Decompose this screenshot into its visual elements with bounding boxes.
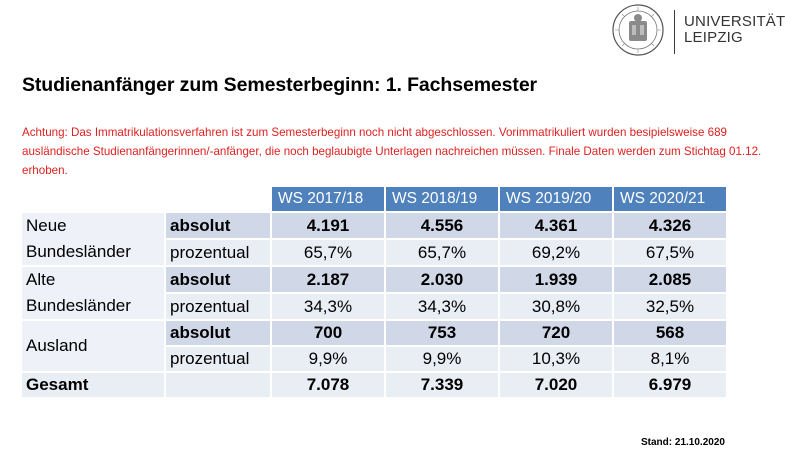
category-neue-bundeslaender: Neue Bundesländer [22, 213, 164, 265]
cell-value: 65,7% [272, 240, 384, 265]
column-header: WS 2017/18 [272, 187, 384, 211]
total-value: 7.020 [500, 373, 612, 397]
total-value: 7.078 [272, 373, 384, 397]
category-alte-bundeslaender: Alte Bundesländer [22, 267, 164, 319]
category-label-line-1: Alte [26, 270, 56, 289]
cell-value: 4.326 [614, 213, 726, 238]
table-row: Ausland absolut 700 753 720 568 [22, 321, 726, 371]
cell-value: 2.085 [614, 267, 726, 292]
category-label-line-2: Bundesländer [26, 242, 131, 261]
cell-value: 4.361 [500, 213, 612, 238]
total-empty-cell [166, 373, 270, 397]
university-logo: UNIVERSITÄT LEIPZIG [612, 4, 785, 58]
row-label-absolut: absolut [166, 267, 270, 292]
cell-value: 67,5% [614, 240, 726, 265]
cell-value: 9,9% [386, 347, 498, 371]
cell-value: 32,5% [614, 294, 726, 319]
category-label-line-1: Neue [26, 216, 67, 235]
category-label-line-2: Bundesländer [26, 296, 131, 315]
cell-value: 753 [386, 321, 498, 345]
cell-value: 65,7% [386, 240, 498, 265]
total-value: 7.339 [386, 373, 498, 397]
table-row: prozentual 65,7% 65,7% 69,2% 67,5% [22, 240, 726, 265]
column-header: WS 2020/21 [614, 187, 726, 211]
table-row: prozentual 34,3% 34,3% 30,8% 32,5% [22, 294, 726, 319]
header-corner [22, 187, 270, 211]
cell-value: 2.187 [272, 267, 384, 292]
cell-value: 2.030 [386, 267, 498, 292]
cell-value: 34,3% [386, 294, 498, 319]
category-label-line-1: Ausland [26, 336, 88, 355]
cell-value: 4.556 [386, 213, 498, 238]
logo-line-2: LEIPZIG [684, 29, 743, 46]
cell-value: 720 [500, 321, 612, 345]
university-seal-icon [612, 4, 664, 56]
cell-value: 30,8% [500, 294, 612, 319]
cell-value: 9,9% [272, 347, 384, 371]
column-header: WS 2019/20 [500, 187, 612, 211]
logo-line-1: UNIVERSITÄT [684, 13, 785, 30]
cell-value: 4.191 [272, 213, 384, 238]
row-label-prozentual: prozentual [166, 347, 270, 371]
logo-wordmark: UNIVERSITÄT LEIPZIG [684, 14, 785, 46]
table-row: prozentual 9,9% 9,9% 10,3% 8,1% [22, 347, 726, 371]
data-table: WS 2017/18 WS 2018/19 WS 2019/20 WS 2020… [20, 185, 728, 399]
cell-value: 10,3% [500, 347, 612, 371]
row-label-absolut: absolut [166, 321, 270, 345]
row-label-absolut: absolut [166, 213, 270, 238]
table-total-row: Gesamt 7.078 7.339 7.020 6.979 [22, 373, 726, 397]
table-row: Neue Bundesländer absolut 4.191 4.556 4.… [22, 213, 726, 265]
column-header: WS 2018/19 [386, 187, 498, 211]
row-label-prozentual: prozentual [166, 240, 270, 265]
row-label-prozentual: prozentual [166, 294, 270, 319]
category-ausland: Ausland [22, 321, 164, 371]
cell-value: 69,2% [500, 240, 612, 265]
total-value: 6.979 [614, 373, 726, 397]
notice-text: Achtung: Das Immatrikulationsverfahren i… [22, 126, 762, 177]
table-row: Alte Bundesländer absolut 2.187 2.030 1.… [22, 267, 726, 319]
cell-value: 34,3% [272, 294, 384, 319]
cell-value: 1.939 [500, 267, 612, 292]
logo-divider [674, 10, 675, 54]
cell-value: 8,1% [614, 347, 726, 371]
table-header-row: WS 2017/18 WS 2018/19 WS 2019/20 WS 2020… [22, 187, 726, 211]
cell-value: 568 [614, 321, 726, 345]
page-title: Studienanfänger zum Semesterbeginn: 1. F… [22, 74, 538, 96]
cell-value: 700 [272, 321, 384, 345]
total-label: Gesamt [22, 373, 164, 397]
stand-date: Stand: 21.10.2020 [641, 437, 725, 448]
